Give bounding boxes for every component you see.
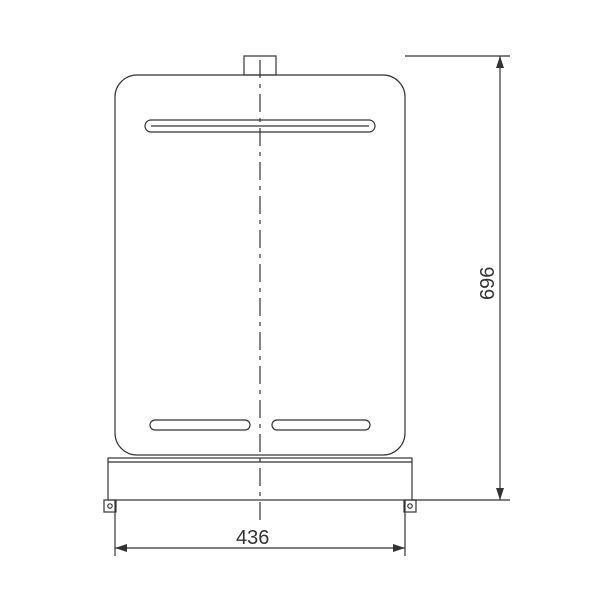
width-dimension-label: 436 bbox=[236, 527, 269, 549]
height-dimension-label: 696 bbox=[477, 267, 499, 300]
